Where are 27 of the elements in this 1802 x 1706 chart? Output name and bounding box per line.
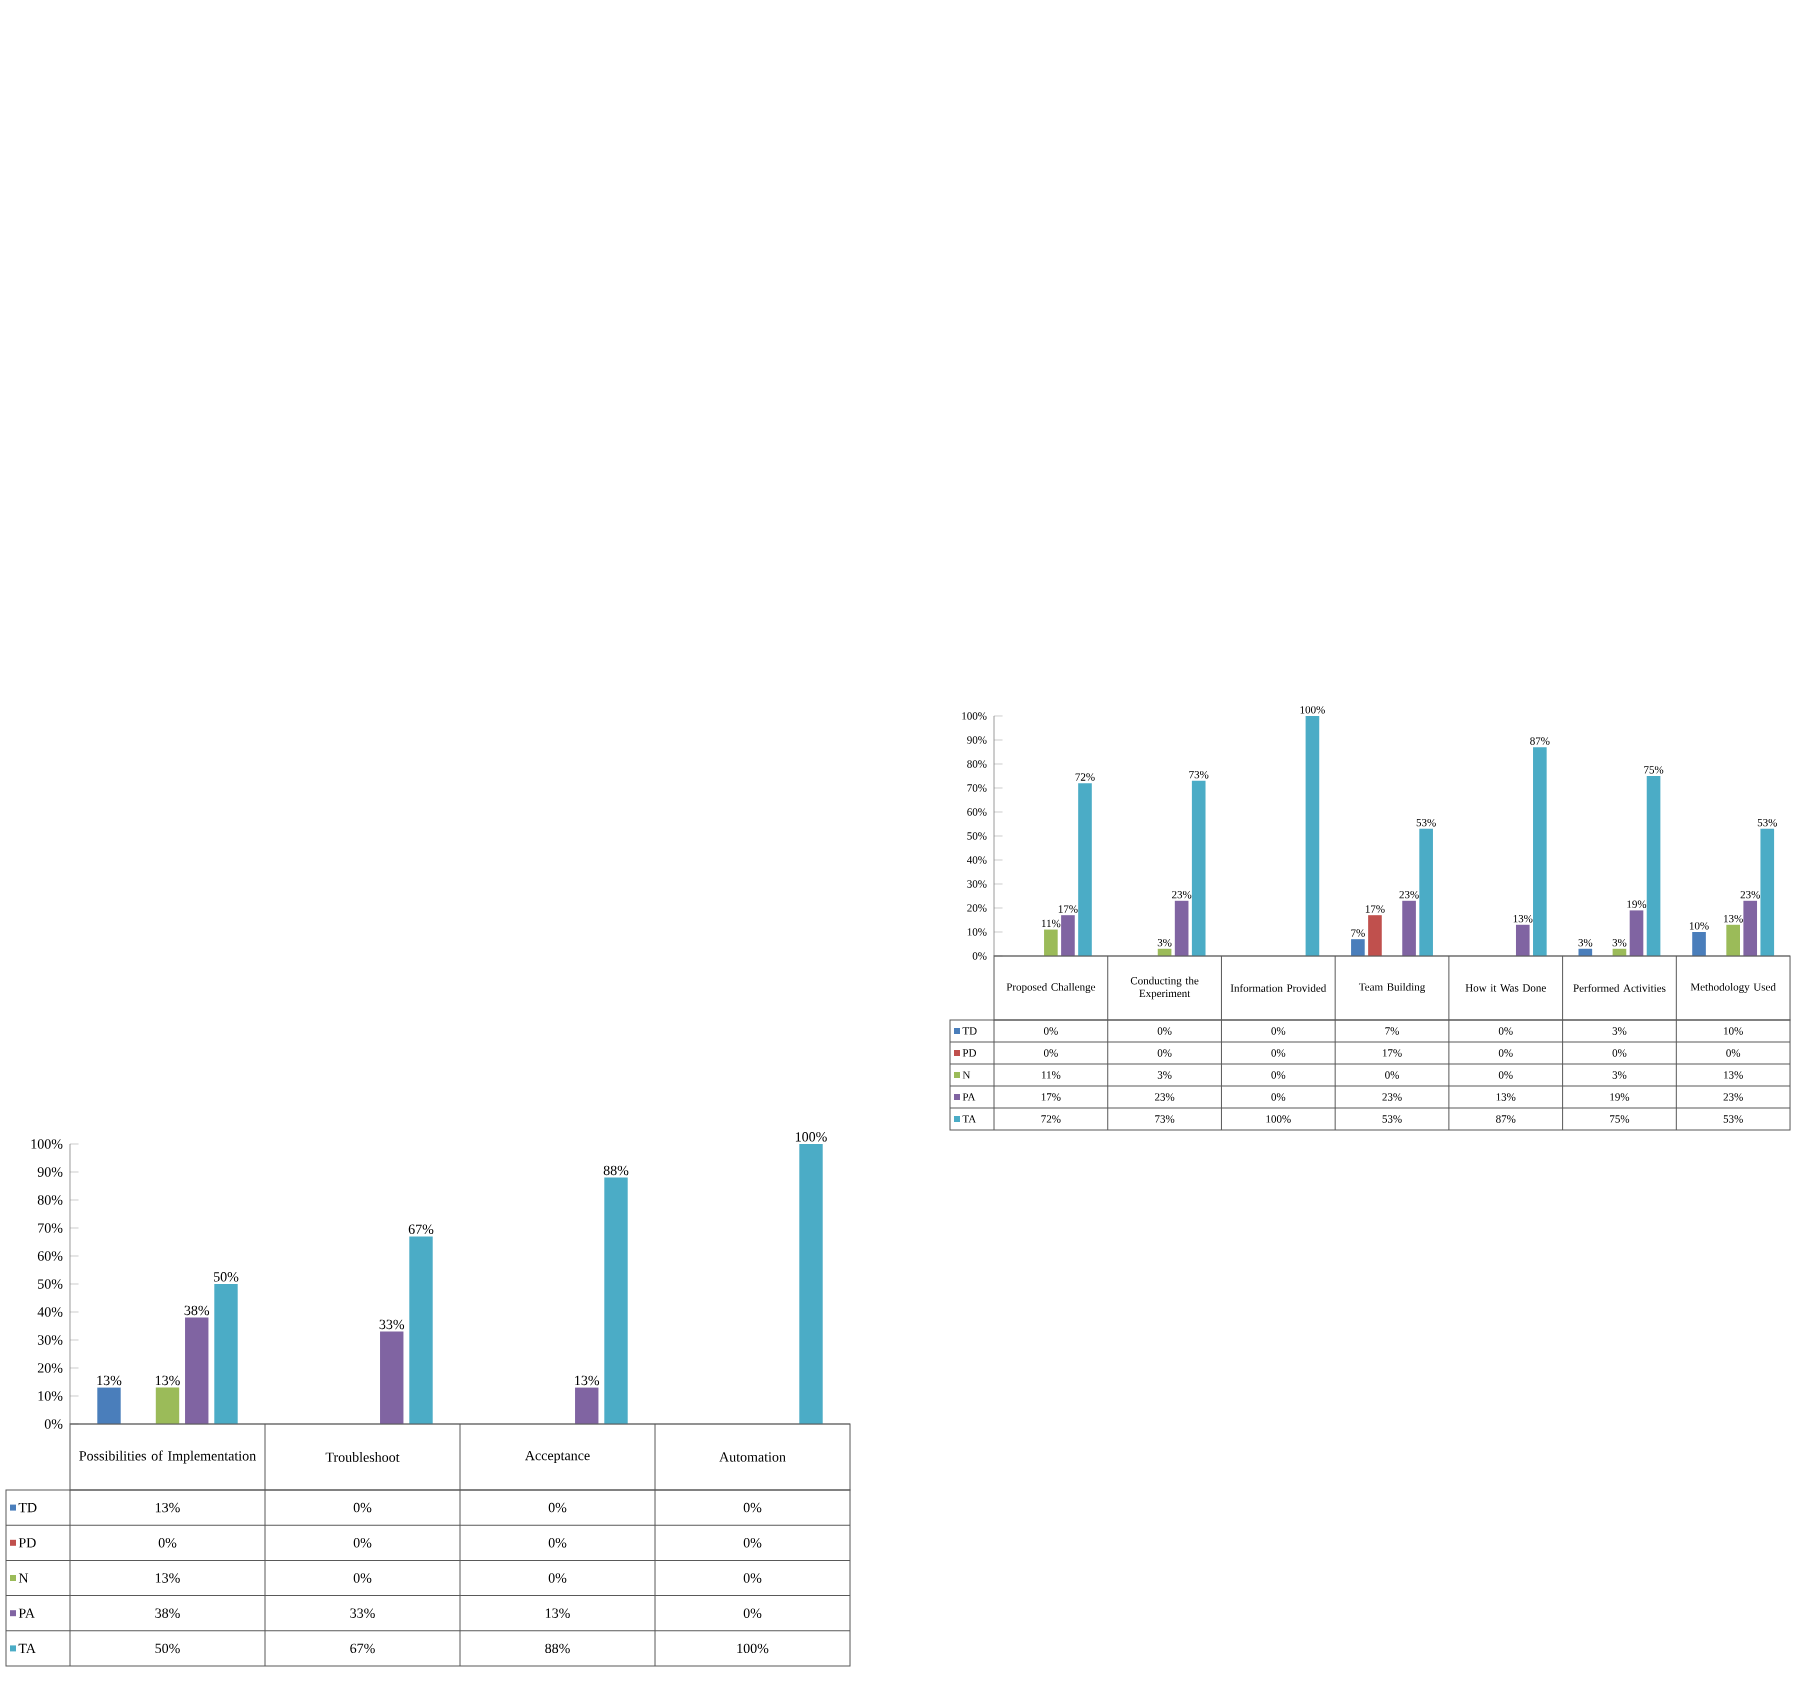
- bar: [604, 1177, 628, 1424]
- bar: [1368, 915, 1382, 956]
- bar: [1419, 828, 1433, 956]
- bar: [799, 1143, 823, 1424]
- bar: [575, 1387, 599, 1424]
- bar: [1629, 910, 1644, 956]
- bar: [1760, 828, 1775, 956]
- bar: [1351, 939, 1365, 956]
- bar: [1515, 924, 1530, 956]
- bar: [185, 1317, 209, 1424]
- bar: [1692, 931, 1706, 956]
- bar: [1061, 915, 1075, 956]
- bar: [1533, 747, 1547, 956]
- bar: [1305, 715, 1320, 956]
- bar: [1646, 775, 1661, 956]
- bar: [155, 1387, 180, 1424]
- bar: [1191, 780, 1206, 956]
- bar: [1743, 900, 1758, 956]
- bar: [97, 1387, 121, 1424]
- bar: [214, 1284, 238, 1424]
- bar: [409, 1236, 433, 1424]
- bar: [380, 1331, 404, 1424]
- bar: [1174, 900, 1189, 956]
- bar: [1726, 924, 1740, 956]
- bar: [1044, 929, 1058, 956]
- bar: [1078, 783, 1092, 956]
- bar: [1402, 900, 1416, 956]
